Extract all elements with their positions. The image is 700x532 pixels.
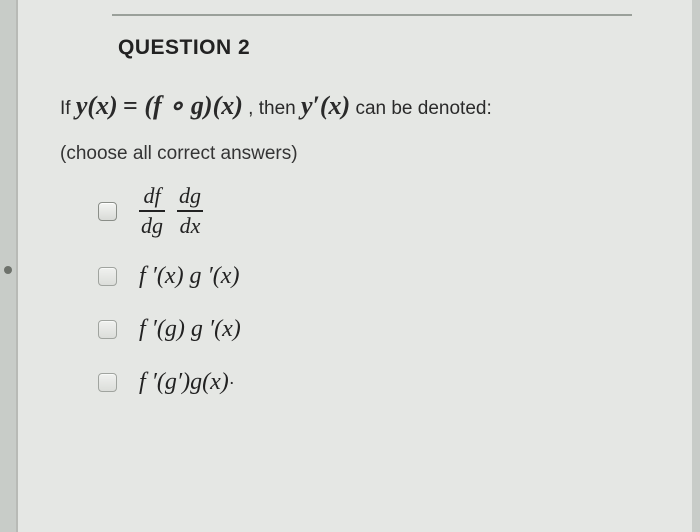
question-instruction: (choose all correct answers) xyxy=(60,143,664,165)
option-b: f ′(x) g ′(x) xyxy=(98,263,664,290)
stem-suffix: can be denoted: xyxy=(355,98,491,119)
frac-den: dx xyxy=(178,215,203,237)
frac-num: dg xyxy=(177,185,203,207)
question-panel: QUESTION 2 If y(x) = (f ∘ g)(x) , then y… xyxy=(16,0,692,532)
option-b-label: f ′(x) g ′(x) xyxy=(139,263,239,290)
option-d-text: f ′(g′)g(x) xyxy=(139,369,229,395)
option-d-label: f ′(g′)g(x)· xyxy=(139,369,235,396)
option-d-dot: · xyxy=(229,373,235,393)
stem-eq: = xyxy=(123,91,144,120)
checkbox-b[interactable] xyxy=(98,267,117,286)
option-a: df dg dg dx xyxy=(98,185,664,237)
stem-lhs: y(x) xyxy=(76,91,118,120)
frac-bar xyxy=(139,210,165,212)
checkbox-d[interactable] xyxy=(98,373,117,392)
fraction-df-dg: df dg xyxy=(139,185,165,237)
fraction-dg-dx: dg dx xyxy=(177,185,203,237)
option-a-label: df dg dg dx xyxy=(139,185,203,237)
option-d: f ′(g′)g(x)· xyxy=(98,369,664,396)
frac-den: dg xyxy=(139,215,165,237)
stem-prefix: If xyxy=(60,98,76,119)
checkbox-a[interactable] xyxy=(98,202,117,221)
stem-mid: , then xyxy=(248,98,301,119)
page-edge-dot xyxy=(4,266,12,274)
question-stem: If y(x) = (f ∘ g)(x) , then y′(x) can be… xyxy=(60,86,664,125)
option-c: f ′(g) g ′(x) xyxy=(98,316,664,343)
checkbox-c[interactable] xyxy=(98,320,117,339)
frac-num: df xyxy=(141,185,162,207)
stem-rhs: (f ∘ g)(x) xyxy=(144,91,243,120)
option-c-label: f ′(g) g ′(x) xyxy=(139,316,241,343)
frac-bar xyxy=(177,210,203,212)
question-number: QUESTION 2 xyxy=(118,36,664,60)
stem-yprime: y′(x) xyxy=(301,91,350,120)
divider-top xyxy=(112,14,632,16)
options-list: df dg dg dx f ′(x) g ′(x) f ′(g) g ′(x) xyxy=(98,185,664,396)
